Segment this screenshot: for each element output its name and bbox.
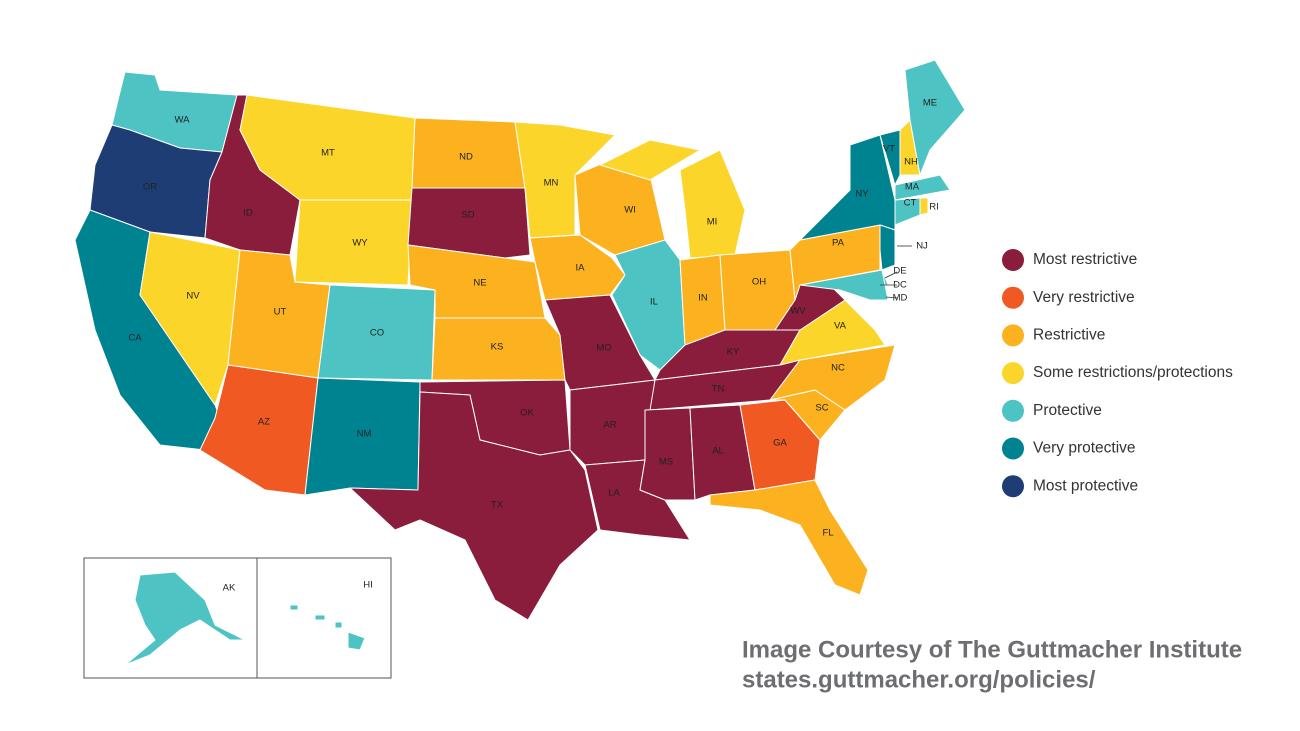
state-label: WY bbox=[352, 238, 368, 249]
state-shape bbox=[349, 391, 599, 621]
state-label: ME bbox=[923, 98, 937, 109]
state-label: TN bbox=[712, 384, 725, 395]
state-label: NC bbox=[831, 363, 845, 374]
legend-swatch bbox=[1002, 249, 1024, 271]
state-label: CA bbox=[128, 333, 142, 344]
state-label: KY bbox=[727, 347, 740, 358]
state-shape bbox=[769, 344, 896, 411]
state-label: MO bbox=[596, 343, 611, 354]
state-shape bbox=[294, 199, 413, 286]
state-label: ND bbox=[459, 152, 473, 163]
state-label: AL bbox=[712, 446, 724, 457]
state-labels: WA OR CA NV ID MT WY UT AZ CO NM ND SD NE KS OK TX MN IA MO… bbox=[128, 98, 938, 594]
legend-label: Most protective bbox=[1033, 477, 1138, 494]
state-shape bbox=[904, 59, 966, 176]
credit-line: states.guttmacher.org/policies/ bbox=[742, 666, 1096, 693]
state-label: MN bbox=[544, 178, 559, 189]
state-label: LA bbox=[608, 488, 620, 499]
state-label: MS bbox=[659, 457, 673, 468]
state-label: ID bbox=[243, 208, 253, 219]
state-shape bbox=[124, 571, 246, 666]
state-label: MD bbox=[893, 293, 908, 304]
state-label: NV bbox=[186, 291, 200, 302]
state-shape bbox=[139, 231, 241, 406]
state-shape bbox=[799, 269, 889, 301]
state-shape bbox=[514, 121, 616, 239]
legend-label: Very restrictive bbox=[1033, 289, 1135, 306]
leader-lines bbox=[880, 245, 912, 299]
state-label: MI bbox=[707, 217, 718, 228]
state-label: AR bbox=[603, 420, 616, 431]
state-shape bbox=[709, 479, 869, 596]
state-label: PA bbox=[832, 238, 845, 249]
state-label: HI bbox=[363, 580, 373, 591]
state-label: MA bbox=[905, 182, 920, 193]
state-label: MT bbox=[321, 148, 335, 159]
state-label: RI bbox=[929, 202, 939, 213]
state-label: VA bbox=[834, 321, 847, 332]
state-label: CT bbox=[904, 198, 917, 209]
legend-swatch bbox=[1002, 362, 1024, 385]
state-shape bbox=[879, 224, 896, 271]
state-label: SC bbox=[815, 403, 828, 414]
state-label: GA bbox=[773, 438, 787, 449]
legend-label: Most restrictive bbox=[1033, 251, 1137, 268]
state-shape bbox=[289, 604, 366, 651]
legend-swatch bbox=[1002, 324, 1024, 347]
state-label: NE bbox=[473, 278, 486, 289]
legend-label: Restrictive bbox=[1033, 326, 1105, 343]
legend-swatch bbox=[1002, 475, 1024, 498]
state-label: CO bbox=[370, 328, 384, 339]
state-label: OR bbox=[143, 182, 157, 193]
legend-label: Some restrictions/protections bbox=[1033, 364, 1233, 381]
state-label: FL bbox=[822, 528, 833, 539]
state-label: UT bbox=[274, 307, 287, 318]
state-label: VT bbox=[883, 144, 895, 155]
state-label: WV bbox=[790, 306, 806, 317]
legend-label: Very protective bbox=[1033, 440, 1136, 457]
inset-frame bbox=[256, 557, 392, 679]
state-shape bbox=[739, 399, 821, 491]
state-shape bbox=[894, 174, 951, 201]
state-label: TX bbox=[491, 500, 504, 511]
state-label: NJ bbox=[916, 241, 928, 252]
legend-swatch bbox=[1002, 286, 1024, 309]
state-label: NY bbox=[855, 189, 869, 200]
state-shape bbox=[529, 234, 626, 301]
legend: Most restrictive Very restrictive Restrict… bbox=[1002, 249, 1233, 498]
legend-label: Protective bbox=[1033, 402, 1102, 419]
state-label: IA bbox=[576, 263, 586, 274]
state-label: KS bbox=[491, 342, 504, 353]
states bbox=[74, 59, 966, 666]
state-label: WA bbox=[175, 115, 191, 126]
leader-line bbox=[884, 271, 898, 279]
state-label: IL bbox=[650, 297, 658, 308]
state-shape bbox=[407, 187, 531, 259]
leader-line bbox=[885, 296, 898, 299]
state-label: OH bbox=[752, 277, 766, 288]
state-label: AK bbox=[223, 583, 236, 594]
state-label: IN bbox=[698, 293, 708, 304]
state-label: DC bbox=[893, 280, 907, 291]
state-label: OK bbox=[520, 408, 534, 419]
state-label: SD bbox=[461, 210, 474, 221]
state-label: NM bbox=[357, 429, 372, 440]
state-shape bbox=[639, 407, 696, 501]
state-label: NH bbox=[904, 157, 918, 168]
state-shape bbox=[919, 197, 929, 216]
legend-swatch bbox=[1002, 437, 1024, 460]
state-label: DE bbox=[893, 266, 906, 277]
state-shape bbox=[799, 134, 896, 241]
state-label: AZ bbox=[258, 417, 270, 428]
state-label: WI bbox=[624, 205, 636, 216]
legend-swatch bbox=[1002, 399, 1024, 422]
credit-line: Image Courtesy of The Guttmacher Institu… bbox=[742, 636, 1242, 663]
